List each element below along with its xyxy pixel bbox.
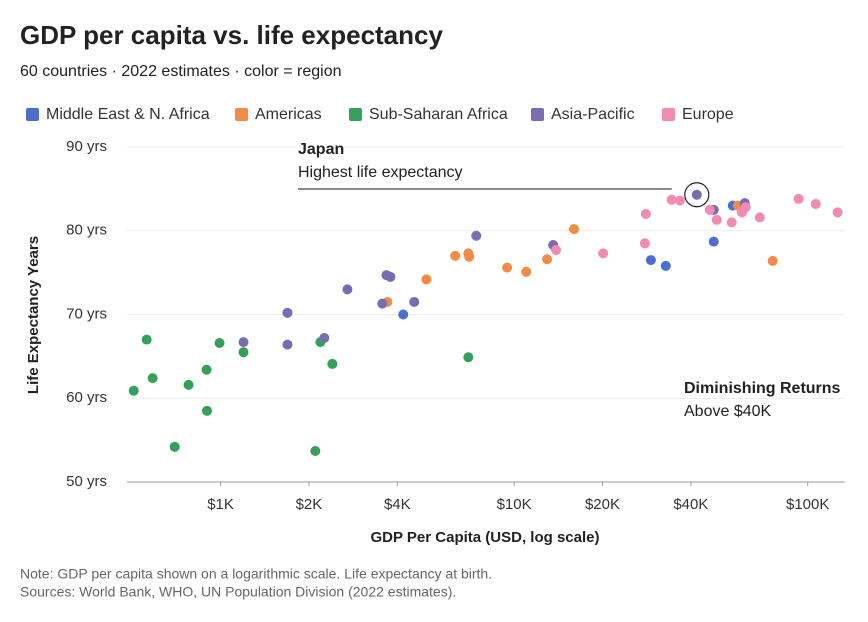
annotation-text: Above $40K — [684, 403, 772, 420]
data-point — [704, 204, 715, 215]
data-point — [542, 254, 553, 265]
annotation-title: Japan — [298, 141, 344, 158]
note: Note: GDP per capita shown on a logarith… — [20, 566, 492, 582]
y-tick-label: 50 yrs — [66, 473, 107, 490]
data-point — [832, 207, 843, 218]
data-point — [666, 194, 677, 205]
y-tick-label: 80 yrs — [66, 222, 107, 239]
data-point — [464, 251, 475, 262]
chart-subtitle: 60 countries · 2022 estimates · color = … — [20, 63, 342, 80]
x-tick-label: $1K — [207, 496, 234, 513]
data-point — [319, 332, 330, 343]
data-point — [201, 364, 212, 375]
data-point — [169, 441, 180, 452]
legend-swatch — [531, 108, 544, 121]
data-point — [471, 230, 482, 241]
data-point — [409, 296, 420, 307]
data-point — [128, 385, 139, 396]
data-point — [201, 405, 212, 416]
data-point — [282, 307, 293, 318]
data-point — [569, 224, 580, 235]
data-point — [310, 446, 321, 457]
y-tick-label: 60 yrs — [66, 389, 107, 406]
y-tick-label: 70 yrs — [66, 305, 107, 322]
data-point — [674, 195, 685, 206]
data-point — [740, 202, 751, 213]
data-point — [691, 189, 702, 200]
data-point — [450, 250, 461, 261]
data-point — [660, 260, 671, 271]
legend-swatch — [235, 108, 248, 121]
data-point — [645, 255, 656, 266]
x-tick-label: $20K — [585, 496, 620, 513]
data-point — [810, 198, 821, 209]
data-point — [711, 214, 722, 225]
legend-swatch — [26, 108, 39, 121]
data-point — [421, 274, 432, 285]
legend-label: Middle East & N. Africa — [46, 106, 210, 123]
data-point — [141, 334, 152, 345]
data-point — [183, 379, 194, 390]
data-point — [238, 347, 249, 358]
legend-label: Sub-Saharan Africa — [369, 106, 508, 123]
legend-label: Americas — [255, 106, 322, 123]
data-point — [342, 284, 353, 295]
data-point — [282, 339, 293, 350]
data-point — [754, 212, 765, 223]
data-point — [463, 352, 474, 363]
y-axis-title: Life Expectancy Years — [25, 236, 42, 394]
highlight-ring — [684, 182, 710, 208]
y-tick-label: 90 yrs — [66, 138, 107, 155]
x-axis-title: GDP Per Capita (USD, log scale) — [371, 529, 600, 546]
legend-label: Asia-Pacific — [551, 106, 635, 123]
annotation-text: Highest life expectancy — [298, 164, 463, 181]
x-tick-label: $2K — [296, 496, 323, 513]
data-point — [502, 262, 513, 273]
data-point — [551, 245, 562, 256]
x-tick-label: $40K — [673, 496, 708, 513]
data-point — [640, 209, 651, 219]
legend-swatch — [662, 108, 675, 121]
data-point — [147, 373, 158, 384]
data-point — [793, 193, 804, 204]
data-point — [398, 309, 409, 320]
x-tick-label: $10K — [497, 496, 532, 513]
data-point — [726, 217, 737, 228]
note: Sources: World Bank, WHO, UN Population … — [20, 584, 456, 600]
chart-title: GDP per capita vs. life expectancy — [20, 20, 443, 50]
x-tick-label: $100K — [786, 496, 829, 513]
x-tick-label: $4K — [384, 496, 411, 513]
data-point — [327, 358, 338, 369]
data-point — [214, 337, 225, 348]
data-point — [598, 248, 609, 259]
legend-swatch — [349, 108, 362, 121]
data-point — [377, 298, 388, 309]
annotation-title: Diminishing Returns — [684, 380, 841, 397]
data-point — [521, 266, 532, 277]
data-point — [238, 337, 249, 348]
data-point — [639, 238, 650, 249]
legend-label: Europe — [682, 106, 734, 123]
data-point — [708, 236, 719, 247]
data-point — [767, 255, 778, 266]
data-point — [385, 271, 396, 282]
